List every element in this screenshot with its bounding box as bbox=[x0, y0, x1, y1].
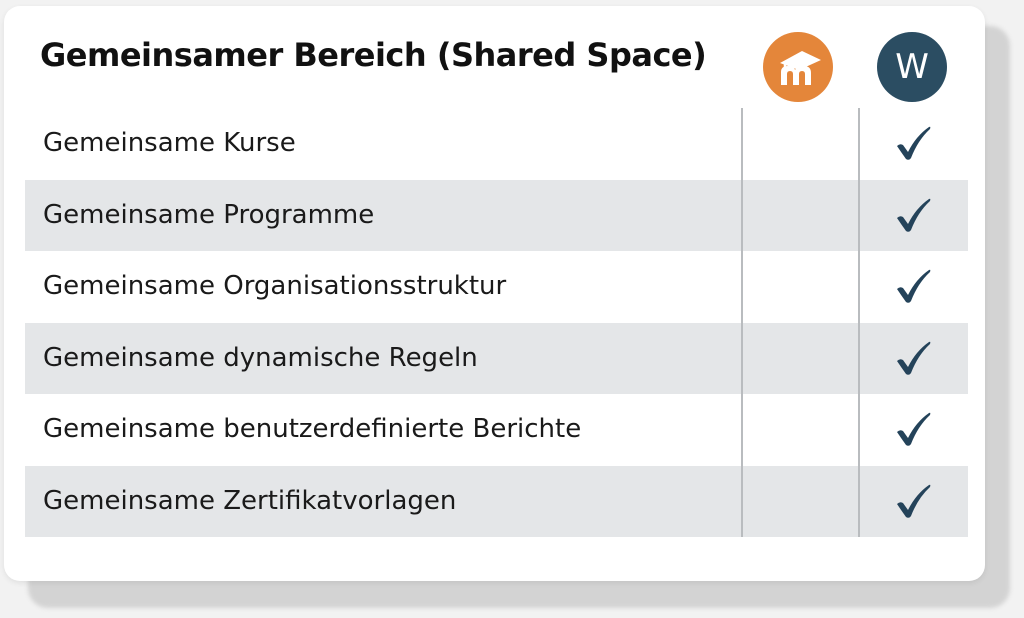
table-row: Gemeinsame Programme bbox=[25, 179, 968, 251]
column-divider bbox=[858, 108, 860, 537]
checkmark-icon bbox=[897, 484, 931, 518]
feature-label: Gemeinsame Zertifikatvorlagen bbox=[43, 485, 457, 516]
feature-label: Gemeinsame Kurse bbox=[43, 128, 296, 158]
checkmark-icon bbox=[897, 198, 931, 232]
checkmark-icon bbox=[897, 412, 931, 446]
feature-label: Gemeinsame benutzerdefinierte Berichte bbox=[43, 414, 582, 444]
column-divider bbox=[741, 108, 743, 537]
table-row: Gemeinsame dynamische Regeln bbox=[25, 322, 968, 394]
card-title: Gemeinsamer Bereich (Shared Space) bbox=[40, 36, 707, 74]
feature-table: Gemeinsame Kurse Gemeinsame Programme Ge… bbox=[25, 108, 968, 537]
table-row: Gemeinsame benutzerdefinierte Berichte bbox=[25, 394, 968, 466]
feature-label: Gemeinsame Organisationsstruktur bbox=[43, 271, 507, 301]
table-row: Gemeinsame Organisationsstruktur bbox=[25, 251, 968, 323]
feature-label: Gemeinsame Programme bbox=[43, 199, 375, 230]
checkmark-icon bbox=[897, 126, 931, 160]
table-row: Gemeinsame Zertifikatvorlagen bbox=[25, 465, 968, 537]
table-row: Gemeinsame Kurse bbox=[25, 108, 968, 180]
feature-label: Gemeinsame dynamische Regeln bbox=[43, 342, 478, 373]
checkmark-icon bbox=[897, 269, 931, 303]
checkmark-icon bbox=[897, 341, 931, 375]
workplace-logo-icon: W bbox=[877, 32, 947, 102]
moodle-logo-icon bbox=[763, 32, 833, 102]
